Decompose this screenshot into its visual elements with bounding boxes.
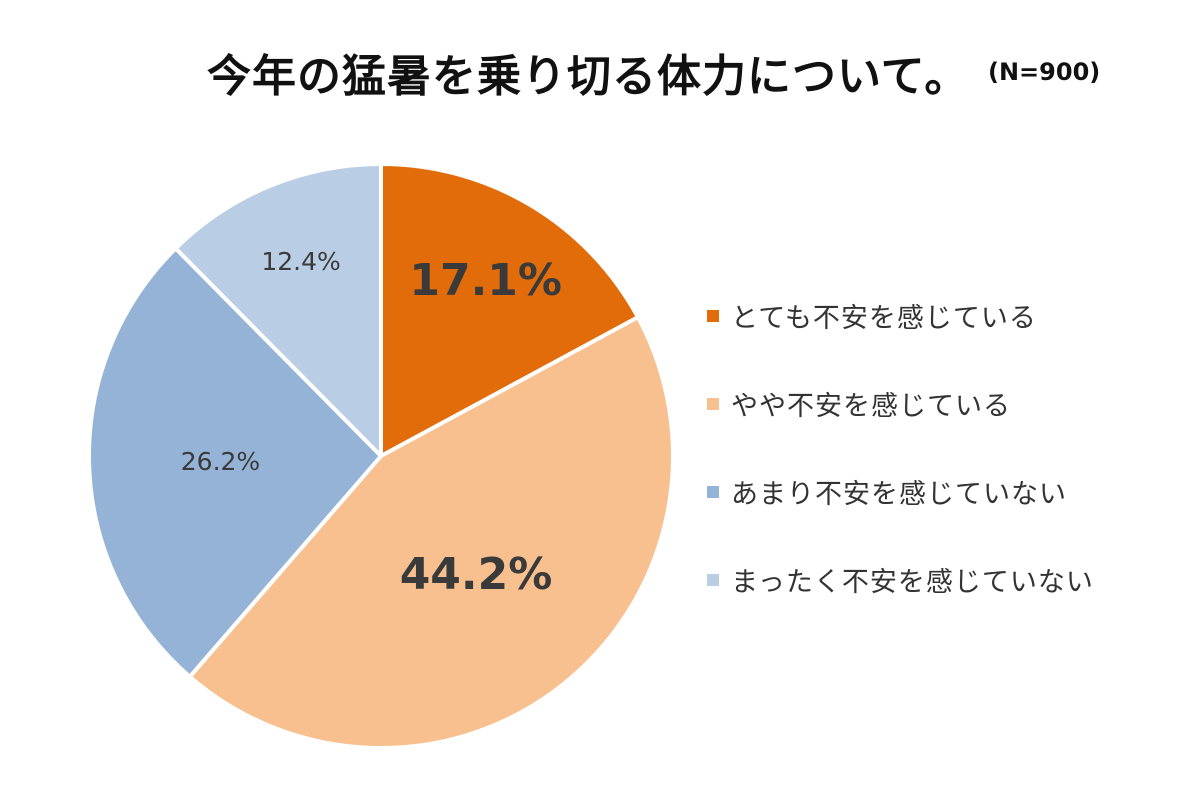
- chart-title-row: 今年の猛暑を乗り切る体力について。 (N=900): [0, 40, 1200, 110]
- legend-label-somewhat-anxious: やや不安を感じている: [731, 391, 1011, 422]
- chart-legend: とても不安を感じている やや不安を感じている あまり不安を感じていない まったく…: [707, 296, 1167, 648]
- pie-slice-very-anxious: [379, 162, 640, 458]
- legend-swatch-not-anxious-at-all: [707, 574, 719, 586]
- pie-label-somewhat-anxious: 44.2%: [400, 549, 553, 600]
- pie-slice-not-anxious-at-all: [173, 162, 383, 458]
- pie-label-very-anxious: 17.1%: [409, 255, 562, 306]
- chart-title: 今年の猛暑を乗り切る体力について。: [207, 51, 970, 102]
- legend-item-somewhat-anxious: やや不安を感じている: [707, 384, 1167, 472]
- legend-swatch-somewhat-anxious: [707, 398, 719, 410]
- legend-label-very-anxious: とても不安を感じている: [731, 303, 1037, 334]
- pie-label-not-very-anxious: 26.2%: [181, 447, 260, 476]
- legend-item-not-anxious-at-all: まったく不安を感じていない: [707, 560, 1167, 648]
- legend-item-very-anxious: とても不安を感じている: [707, 296, 1167, 384]
- pie-label-not-anxious-at-all: 12.4%: [261, 247, 340, 276]
- pie-slice-not-very-anxious: [87, 246, 383, 679]
- legend-label-not-very-anxious: あまり不安を感じていない: [731, 479, 1067, 510]
- legend-swatch-not-very-anxious: [707, 486, 719, 498]
- legend-item-not-very-anxious: あまり不安を感じていない: [707, 472, 1167, 560]
- legend-swatch-very-anxious: [707, 310, 719, 322]
- legend-label-not-anxious-at-all: まったく不安を感じていない: [731, 567, 1094, 598]
- chart-subtitle: (N=900): [988, 58, 1101, 86]
- pie-slice-somewhat-anxious: [187, 315, 675, 750]
